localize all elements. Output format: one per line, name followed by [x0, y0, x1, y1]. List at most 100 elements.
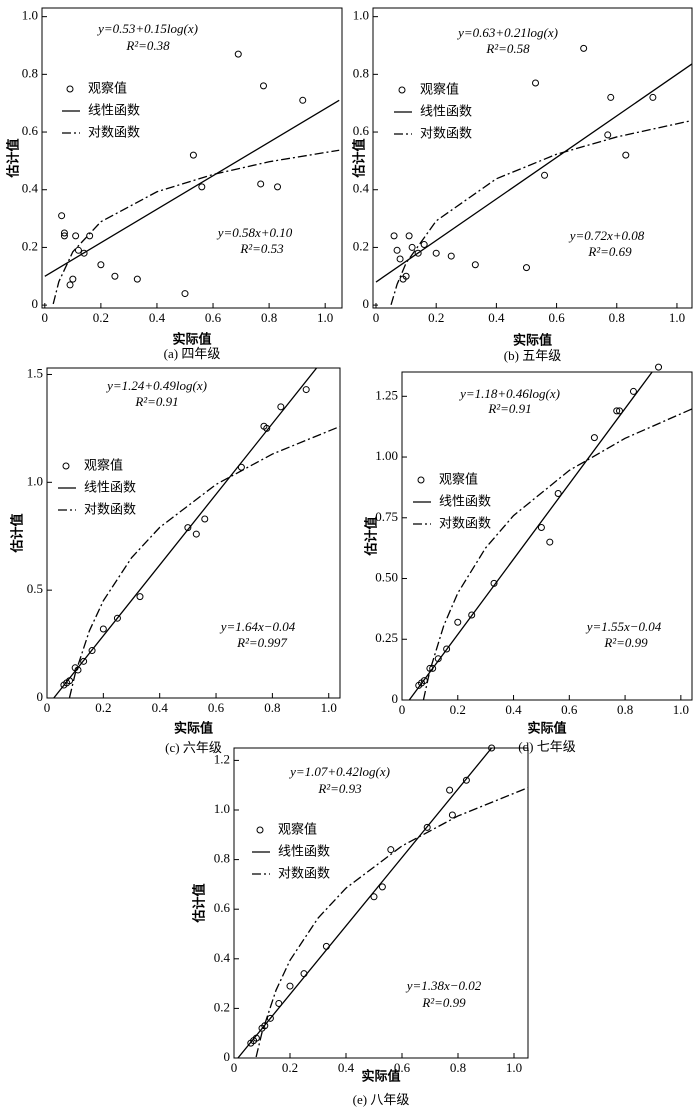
- data-point: [402, 272, 410, 280]
- data-point: [649, 93, 657, 101]
- y-tick-label: 0.5: [27, 581, 43, 596]
- data-point: [655, 363, 663, 371]
- x-tick-label: 0: [231, 1060, 238, 1075]
- data-point: [113, 614, 121, 622]
- legend-marker: [66, 85, 74, 93]
- x-tick-label: 0: [42, 310, 49, 325]
- legend-marker: [417, 476, 425, 484]
- data-point: [181, 290, 189, 298]
- legend-marker: [256, 826, 264, 834]
- data-point: [277, 403, 285, 411]
- data-point: [546, 538, 554, 546]
- x-axis-label: 实际值: [174, 721, 213, 737]
- x-tick-label: 0.2: [95, 700, 111, 715]
- data-point: [88, 647, 96, 655]
- data-point: [257, 180, 265, 188]
- panel: 0 0.2 0.4 0.6 0.8 1.0 0 0.5 1.0 1.5 实际值 (c) 六年级 估计值 y…: [10, 365, 341, 755]
- data-point: [99, 625, 107, 633]
- data-point: [111, 272, 119, 280]
- y-tick-label: 0.25: [375, 630, 398, 645]
- y-tick-label: 0.50: [375, 570, 398, 585]
- x-tick-label: 0.6: [548, 310, 565, 325]
- y-tick-label: 0.2: [22, 238, 38, 253]
- data-point: [629, 387, 637, 395]
- x-tick-label: 0.4: [152, 700, 169, 715]
- x-tick-label: 0: [373, 310, 380, 325]
- data-point: [613, 407, 621, 415]
- data-point: [299, 96, 307, 104]
- y-axis-label: 估计值: [364, 516, 380, 556]
- x-tick-label: 1.0: [506, 1060, 522, 1075]
- data-point: [423, 823, 431, 831]
- y-tick-label: 0.2: [214, 999, 230, 1014]
- data-point: [446, 786, 454, 794]
- x-tick-label: 0.6: [561, 702, 578, 717]
- data-point: [432, 249, 440, 257]
- y-tick-label: 1.0: [22, 8, 38, 23]
- data-point: [192, 530, 200, 538]
- data-point: [532, 79, 540, 87]
- data-point: [622, 151, 630, 159]
- panel: 0 0.2 0.4 0.6 0.8 1.000.250.500.751.001.25实际值…: [364, 363, 693, 754]
- data-point: [580, 44, 588, 52]
- x-tick-label: 0.8: [261, 310, 277, 325]
- y-tick-label: 1.5: [27, 365, 43, 380]
- data-point: [370, 893, 378, 901]
- data-point: [266, 1014, 274, 1022]
- axes-frame: [41, 7, 343, 309]
- data-point: [554, 489, 562, 497]
- data-point: [201, 515, 209, 523]
- x-axis-label: 实际值: [361, 1069, 400, 1085]
- data-point: [274, 183, 282, 191]
- annotation: R²=0.99: [421, 995, 466, 1010]
- legend-label: 线性函数: [420, 105, 472, 120]
- y-axis-label: 估计值: [192, 883, 208, 923]
- x-tick-label: 0.4: [338, 1060, 355, 1075]
- annotation: y=1.38x−0.02: [405, 978, 482, 993]
- caption: (b) 五年级: [504, 348, 561, 363]
- legend-marker: [62, 462, 70, 470]
- data-point: [198, 183, 206, 191]
- data-point: [443, 645, 451, 653]
- data-point: [189, 151, 197, 159]
- caption: (a) 四年级: [164, 346, 221, 361]
- x-tick-label: 0.2: [282, 1060, 298, 1075]
- axes-frame: [233, 747, 529, 1059]
- annotation: R²=0.99: [603, 635, 648, 650]
- x-tick-label: 0: [44, 700, 51, 715]
- y-tick-label: 0: [37, 689, 44, 704]
- caption: (e) 八年级: [353, 1092, 410, 1107]
- data-point: [378, 883, 386, 891]
- x-tick-label: 0.6: [394, 1060, 411, 1075]
- data-point: [390, 232, 398, 240]
- y-tick-label: 0: [363, 296, 370, 311]
- annotation: R²=0.38: [125, 38, 170, 53]
- annotation: y=1.55x−0.04: [585, 619, 662, 634]
- legend-label: 观察值: [84, 458, 123, 474]
- data-point: [537, 523, 545, 531]
- annotation: y=0.53+0.15log(x): [96, 21, 198, 36]
- data-point: [408, 243, 416, 251]
- x-tick-label: 1.0: [321, 700, 337, 715]
- annotation: y=0.72x+0.08: [568, 228, 645, 243]
- annotation: y=1.64x−0.04: [219, 619, 296, 634]
- legend-label: 对数函数: [420, 127, 472, 142]
- data-point: [80, 657, 88, 665]
- y-tick-label: 0.6: [353, 123, 370, 138]
- annotation: y=1.24+0.49log(x): [105, 378, 207, 393]
- legend-label: 对数函数: [439, 517, 491, 532]
- y-tick-label: 1.00: [375, 448, 398, 463]
- data-point: [136, 593, 144, 601]
- legend-marker: [398, 86, 406, 94]
- y-tick-label: 1.0: [27, 473, 43, 488]
- data-point: [259, 82, 267, 90]
- data-point: [604, 131, 612, 139]
- y-axis-label: 估计值: [10, 513, 26, 553]
- y-tick-label: 0.75: [375, 509, 398, 524]
- annotation: R²=0.58: [485, 41, 530, 56]
- y-tick-label: 0.4: [22, 181, 39, 196]
- annotation: y=1.18+0.46log(x): [458, 386, 560, 401]
- y-tick-label: 1.0: [214, 801, 230, 816]
- x-tick-label: 0.4: [505, 702, 522, 717]
- panel: 0 0.2 0.4 0.6 0.8 1.0 0 0.2 0.4 0.6 0.8 1.0 实际值(b) 五…: [352, 7, 693, 363]
